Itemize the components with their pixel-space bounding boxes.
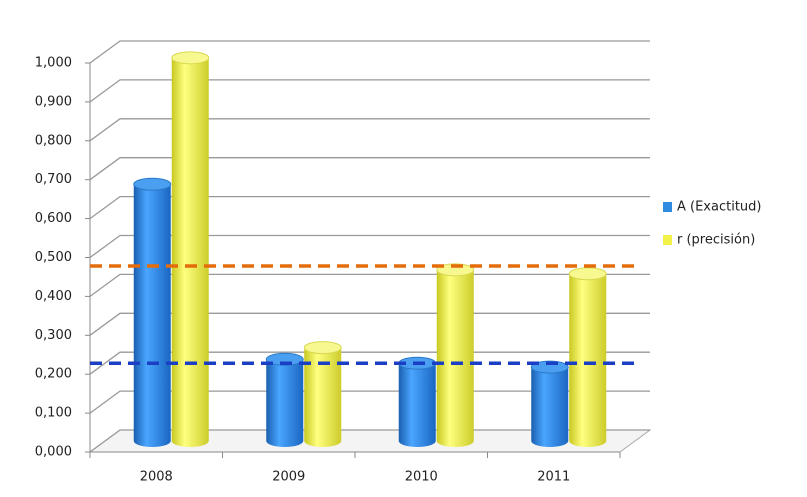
bar-top xyxy=(530,360,569,374)
y-tick-label: 0,300 xyxy=(35,328,72,343)
bar-top xyxy=(436,263,475,277)
bar xyxy=(569,267,607,447)
bar-top xyxy=(265,352,304,366)
y-tick-label: 0,200 xyxy=(35,367,72,382)
x-tick-label: 2009 xyxy=(272,470,305,485)
legend-label: A (Exactitud) xyxy=(677,200,762,215)
bar-top xyxy=(303,341,342,355)
legend-swatch xyxy=(663,235,672,245)
bar xyxy=(398,357,436,447)
y-tick-label: 0,400 xyxy=(35,289,72,304)
y-tick-label: 0,600 xyxy=(35,211,72,226)
bar xyxy=(266,353,304,447)
grid-line xyxy=(89,118,650,142)
bar xyxy=(304,341,342,447)
bar-top xyxy=(133,177,172,191)
grid-line xyxy=(89,40,650,64)
y-tick-label: 0,000 xyxy=(35,445,72,460)
legend-swatch xyxy=(663,202,672,212)
y-tick-label: 0,500 xyxy=(35,250,72,265)
bar xyxy=(133,178,171,447)
bar xyxy=(436,263,474,447)
grid-line xyxy=(89,79,650,103)
grid-line xyxy=(89,157,650,181)
bar xyxy=(171,51,209,448)
y-tick-label: 0,900 xyxy=(35,94,72,109)
y-tick-label: 1,000 xyxy=(35,56,72,71)
bar xyxy=(531,361,569,447)
bar-top xyxy=(171,51,210,65)
x-tick-label: 2008 xyxy=(140,470,173,485)
y-tick-label: 0,100 xyxy=(35,406,72,421)
grid-line xyxy=(89,234,650,259)
y-tick-label: 0,700 xyxy=(35,172,72,187)
y-tick-label: 0,800 xyxy=(35,133,72,148)
bar-top xyxy=(568,267,607,281)
grid-line xyxy=(89,195,650,220)
legend-label: r (precisión) xyxy=(677,233,755,248)
x-tick-label: 2010 xyxy=(405,470,438,485)
x-tick-label: 2011 xyxy=(537,470,570,485)
